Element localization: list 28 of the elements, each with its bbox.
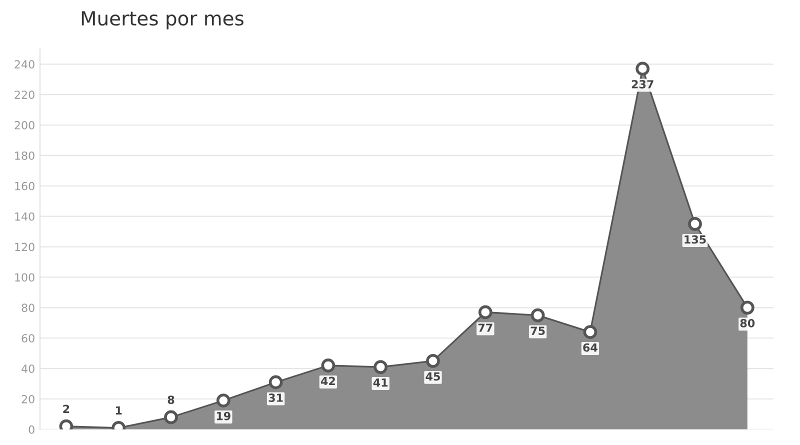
y-tick-label: 80: [22, 304, 34, 312]
y-tick-label: 40: [22, 364, 34, 373]
data-label: 135: [684, 235, 706, 244]
y-tick-label: 220: [14, 90, 34, 99]
data-label: 64: [583, 343, 598, 352]
y-tick-label: 20: [22, 394, 34, 404]
chart-title: Muertes por mes: [82, 11, 244, 30]
y-tick-label: 160: [15, 182, 34, 190]
data-label: 75: [530, 326, 545, 335]
y-tick-label: 180: [15, 151, 34, 160]
data-label: 1: [116, 406, 122, 414]
data-label: 41: [373, 378, 388, 387]
data-label: 31: [268, 394, 283, 402]
y-tick-label: 60: [22, 334, 34, 342]
data-label: 80: [740, 318, 755, 328]
data-label: 19: [216, 412, 230, 420]
y-tick-label: 140: [15, 212, 34, 221]
y-tick-label: 200: [14, 121, 34, 130]
data-label: 2: [63, 404, 70, 413]
data-label: 42: [320, 376, 335, 386]
y-tick-label: 240: [14, 60, 34, 69]
y-tick-label: 100: [15, 273, 34, 282]
y-tick-label: 120: [15, 242, 34, 252]
y-tick-label: 0: [28, 425, 34, 434]
data-label: 237: [632, 80, 654, 88]
data-label: 77: [478, 324, 492, 332]
data-label: 45: [426, 372, 440, 381]
data-label: 8: [168, 396, 174, 404]
